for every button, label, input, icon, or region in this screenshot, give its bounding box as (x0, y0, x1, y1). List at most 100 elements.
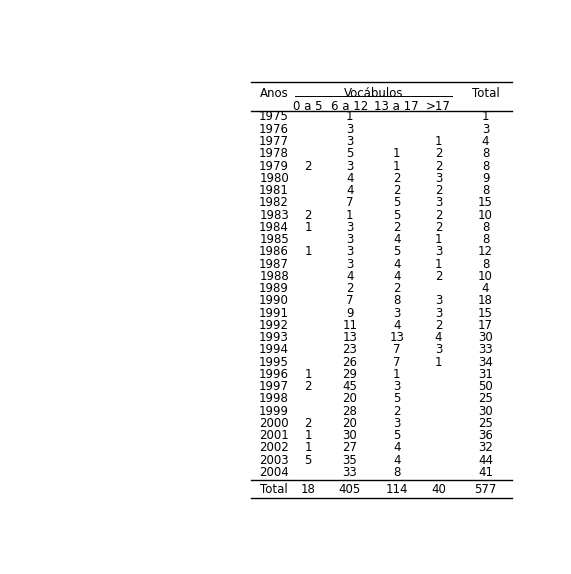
Text: Total: Total (472, 87, 500, 100)
Text: 2001: 2001 (259, 429, 289, 442)
Text: 27: 27 (342, 441, 357, 455)
Text: 1986: 1986 (259, 245, 289, 258)
Text: 4: 4 (393, 319, 401, 332)
Text: 2004: 2004 (259, 466, 289, 479)
Text: 3: 3 (482, 123, 489, 136)
Text: 7: 7 (393, 356, 401, 369)
Text: 1987: 1987 (259, 258, 289, 270)
Text: 2000: 2000 (259, 417, 289, 430)
Text: 1978: 1978 (259, 148, 289, 160)
Text: 1999: 1999 (259, 405, 289, 418)
Text: 3: 3 (346, 221, 353, 234)
Text: 1: 1 (304, 368, 312, 381)
Text: 1: 1 (435, 135, 443, 148)
Text: 3: 3 (435, 343, 443, 356)
Text: 4: 4 (393, 258, 401, 270)
Text: 3: 3 (346, 123, 353, 136)
Text: 12: 12 (478, 245, 493, 258)
Text: 44: 44 (478, 453, 493, 467)
Text: 1: 1 (304, 441, 312, 455)
Text: 40: 40 (431, 483, 446, 496)
Text: 2: 2 (435, 148, 443, 160)
Text: 3: 3 (435, 245, 443, 258)
Text: 1988: 1988 (259, 270, 289, 283)
Text: Anos: Anos (260, 87, 288, 100)
Text: 26: 26 (342, 356, 357, 369)
Text: 28: 28 (343, 405, 357, 418)
Text: 4: 4 (482, 282, 489, 295)
Text: 2: 2 (393, 172, 401, 185)
Text: 6 a 12: 6 a 12 (331, 100, 368, 113)
Text: 8: 8 (482, 148, 489, 160)
Text: 3: 3 (346, 233, 353, 246)
Text: 2003: 2003 (259, 453, 289, 467)
Text: 405: 405 (339, 483, 361, 496)
Text: 2: 2 (393, 221, 401, 234)
Text: 1980: 1980 (259, 172, 289, 185)
Text: 17: 17 (478, 319, 493, 332)
Text: 577: 577 (475, 483, 497, 496)
Text: Vocábulos: Vocábulos (344, 87, 403, 100)
Text: 1: 1 (304, 429, 312, 442)
Text: 34: 34 (478, 356, 493, 369)
Text: 32: 32 (478, 441, 493, 455)
Text: 1977: 1977 (259, 135, 289, 148)
Text: 1979: 1979 (259, 160, 289, 173)
Text: 1: 1 (393, 368, 401, 381)
Text: 1994: 1994 (259, 343, 289, 356)
Text: 1: 1 (393, 160, 401, 173)
Text: 4: 4 (393, 233, 401, 246)
Text: 3: 3 (393, 307, 400, 320)
Text: 5: 5 (393, 196, 400, 210)
Text: 7: 7 (346, 294, 353, 307)
Text: 13: 13 (389, 331, 404, 344)
Text: 9: 9 (482, 172, 489, 185)
Text: 10: 10 (478, 208, 493, 222)
Text: 33: 33 (478, 343, 493, 356)
Text: 7: 7 (346, 196, 353, 210)
Text: 1976: 1976 (259, 123, 289, 136)
Text: 1: 1 (346, 111, 353, 123)
Text: 1: 1 (435, 233, 443, 246)
Text: 15: 15 (478, 196, 493, 210)
Text: 1: 1 (482, 111, 489, 123)
Text: 2: 2 (304, 160, 312, 173)
Text: 31: 31 (478, 368, 493, 381)
Text: 1: 1 (435, 258, 443, 270)
Text: 5: 5 (346, 148, 353, 160)
Text: 4: 4 (346, 184, 353, 197)
Text: 25: 25 (478, 417, 493, 430)
Text: 8: 8 (482, 184, 489, 197)
Text: 1995: 1995 (259, 356, 289, 369)
Text: 1997: 1997 (259, 380, 289, 393)
Text: 2: 2 (435, 160, 443, 173)
Text: 29: 29 (342, 368, 357, 381)
Text: 2: 2 (435, 221, 443, 234)
Text: 3: 3 (346, 160, 353, 173)
Text: 11: 11 (342, 319, 357, 332)
Text: 2: 2 (304, 208, 312, 222)
Text: 10: 10 (478, 270, 493, 283)
Text: 2: 2 (304, 380, 312, 393)
Text: 1990: 1990 (259, 294, 289, 307)
Text: 1: 1 (435, 356, 443, 369)
Text: 13: 13 (343, 331, 357, 344)
Text: 15: 15 (478, 307, 493, 320)
Text: 1985: 1985 (259, 233, 289, 246)
Text: 30: 30 (343, 429, 357, 442)
Text: 2: 2 (304, 417, 312, 430)
Text: 30: 30 (478, 331, 493, 344)
Text: 30: 30 (478, 405, 493, 418)
Text: 1992: 1992 (259, 319, 289, 332)
Text: 1998: 1998 (259, 393, 289, 405)
Text: 45: 45 (343, 380, 357, 393)
Text: 8: 8 (482, 233, 489, 246)
Text: 3: 3 (346, 245, 353, 258)
Text: 20: 20 (343, 393, 357, 405)
Text: 2: 2 (435, 319, 443, 332)
Text: 1: 1 (346, 208, 353, 222)
Text: 1981: 1981 (259, 184, 289, 197)
Text: 3: 3 (346, 258, 353, 270)
Text: 2: 2 (393, 405, 401, 418)
Text: 4: 4 (482, 135, 489, 148)
